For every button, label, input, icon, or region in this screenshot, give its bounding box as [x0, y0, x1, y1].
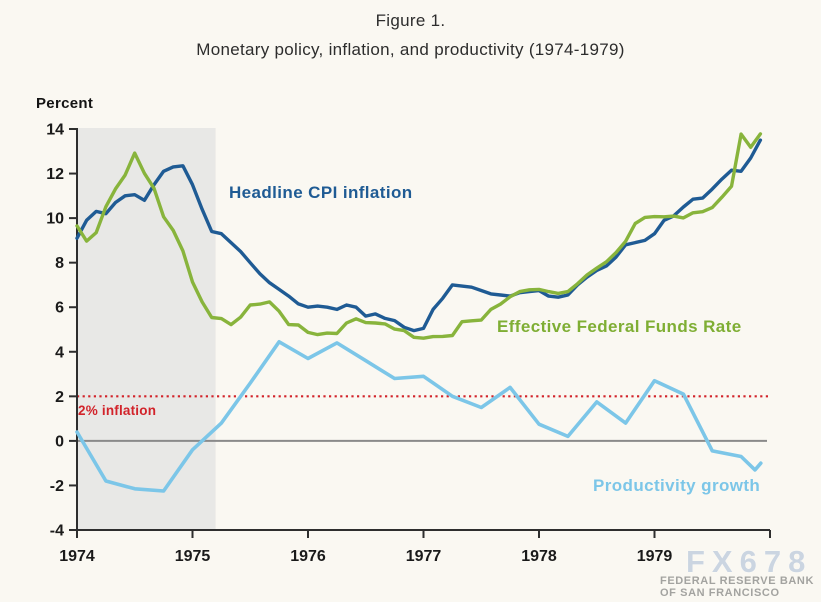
figure-subtitle: Monetary policy, inflation, and producti… — [196, 40, 625, 59]
x-axis-tick-label: 1977 — [406, 548, 442, 565]
data-line-headline-cpi-inflation — [75, 138, 763, 333]
data-line-productivity-growth — [75, 339, 763, 493]
y-axis-tick-label: 8 — [55, 255, 64, 272]
x-axis-tick-label: 1976 — [290, 548, 326, 565]
y-axis-tick-label: 4 — [55, 344, 64, 361]
series-label-productivity-growth: Productivity growth — [593, 476, 761, 495]
y-axis-tick-label: 12 — [46, 166, 64, 183]
series-label-effective-federal-funds-rate: Effective Federal Funds Rate — [497, 317, 742, 336]
y-axis-tick-label: 14 — [46, 122, 64, 139]
x-axis-tick-label: 1974 — [59, 548, 95, 565]
y-axis-tick-label: 0 — [55, 433, 64, 450]
y-axis-tick-label: 10 — [46, 211, 64, 228]
figure-number-title: Figure 1. — [375, 11, 446, 30]
inflation-target-line-label: 2% inflation — [78, 403, 157, 418]
y-axis-tick-label: 2 — [55, 389, 64, 406]
y-axis-tick-label: -2 — [50, 478, 64, 495]
x-axis-tick-label: 1975 — [175, 548, 211, 565]
y-axis-tick-label: 6 — [55, 300, 64, 317]
y-axis-unit-label: Percent — [36, 95, 94, 112]
x-axis-tick-label: 1978 — [521, 548, 557, 565]
x-axis-tick-label: 1979 — [637, 548, 673, 565]
y-axis-tick-label: -4 — [50, 523, 64, 540]
series-label-headline-cpi-inflation: Headline CPI inflation — [229, 183, 413, 202]
data-line-effective-federal-funds-rate — [75, 132, 763, 340]
